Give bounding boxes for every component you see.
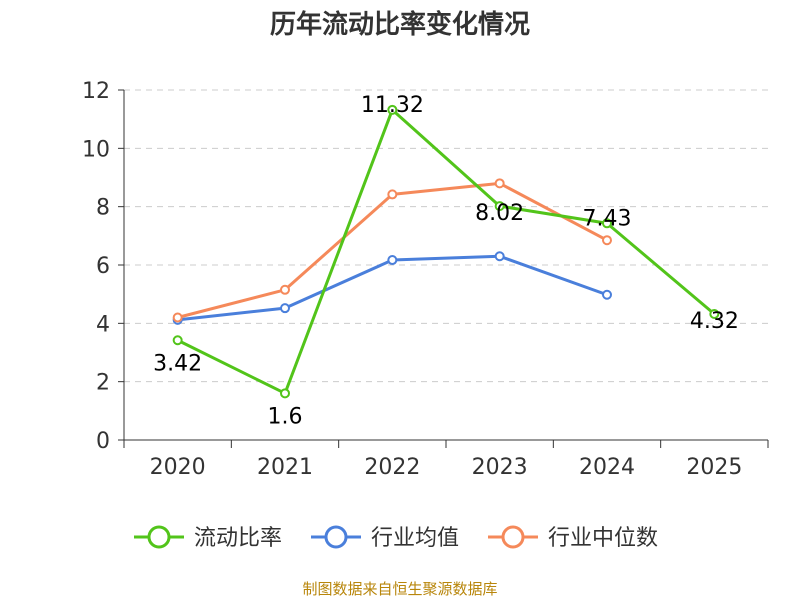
data-point [387,255,398,266]
chart-title: 历年流动比率变化情况 [270,9,530,40]
data-point [494,201,505,212]
series-line-0 [177,108,716,395]
x-tick-label: 2024 [579,455,635,480]
axis-layer: 0 2 4 6 8 10 12 2020 2021 2022 2023 2024 2025 [82,79,769,480]
data-point [602,289,612,300]
legend-label-1: 行业均值 [371,526,459,551]
series-line-1 [177,254,608,322]
x-tick-label: 2022 [364,455,420,480]
y-tick-label: 2 [96,371,110,396]
data-point [172,335,183,346]
x-tick-label: 2020 [150,455,206,480]
y-tick-label: 4 [96,312,110,337]
legend-label-2: 行业中位数 [548,526,658,551]
legend-marker-1 [324,525,348,549]
y-tick-label: 6 [96,254,110,279]
data-point [602,218,612,229]
data-point [387,189,398,200]
legend: 流动比率 行业均值 行业中位数 [134,525,658,551]
data-point [494,251,505,262]
legend-marker-0 [147,525,171,549]
y-tick-label: 10 [82,137,110,162]
data-point [602,235,612,246]
data-point [280,303,290,314]
data-label: 11.32 [361,93,424,118]
data-point [172,312,183,323]
data-point [280,388,290,399]
x-tick-label: 2025 [686,455,742,480]
series-line-2 [177,181,608,319]
data-label: 4.32 [690,309,739,334]
data-point [280,284,290,295]
data-point [494,178,505,189]
series-layer [172,104,720,399]
y-tick-label: 12 [82,79,110,104]
legend-marker-2 [501,525,525,549]
x-tick-label: 2021 [257,455,313,480]
data-label: 3.42 [153,351,202,376]
x-tick-label: 2023 [472,455,528,480]
y-tick-label: 0 [96,429,110,454]
source-note: 制图数据来自恒生聚源数据库 [302,580,497,598]
data-label: 1.6 [268,404,303,429]
legend-label-0: 流动比率 [194,526,282,551]
y-tick-label: 8 [96,196,110,221]
label-layer: 3.42 1.6 11.32 8.02 7.43 4.32 [153,93,739,430]
data-label: 8.02 [475,201,524,226]
data-label: 7.43 [583,206,632,231]
grid-layer [124,89,768,383]
data-point [709,309,720,319]
data-point [387,104,398,115]
